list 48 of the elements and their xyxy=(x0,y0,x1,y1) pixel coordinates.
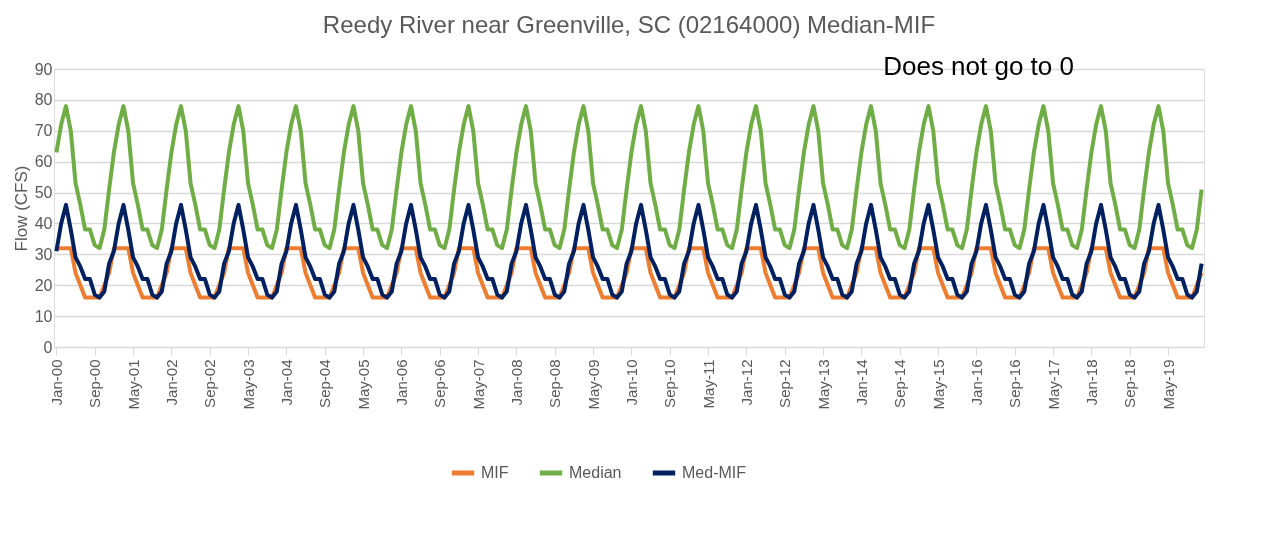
x-tick-label: Jan-06 xyxy=(392,359,410,406)
x-tick-label: Sep-06 xyxy=(431,359,449,408)
y-tick-label: 60 xyxy=(34,153,53,171)
annotation: Does not go to 0 xyxy=(883,51,1074,81)
legend-label: Median xyxy=(569,464,622,481)
x-tick-label: Sep-10 xyxy=(661,359,679,408)
x-tick-label: Jan-04 xyxy=(277,359,295,406)
chart-title: Reedy River near Greenville, SC (02164000) Median-MIF xyxy=(322,11,936,38)
y-tick-label: 20 xyxy=(34,276,53,294)
x-tick-label: Jan-16 xyxy=(967,359,985,406)
x-tick-label: Sep-14 xyxy=(891,359,909,408)
x-tick-label: Jan-18 xyxy=(1082,359,1100,406)
x-tick-label: Jan-10 xyxy=(622,359,640,406)
x-tick-label: Sep-16 xyxy=(1006,359,1024,408)
x-tick-label: Sep-00 xyxy=(86,359,104,408)
x-tick-label: Sep-04 xyxy=(316,359,334,408)
x-tick-label: May-05 xyxy=(354,359,372,410)
line-series xyxy=(54,104,1204,251)
x-tick-label: Jan-00 xyxy=(47,359,65,406)
x-tick-label: Jan-02 xyxy=(162,359,180,406)
x-tick-label: Sep-02 xyxy=(201,359,219,408)
legend-label: MIF xyxy=(481,464,509,481)
x-tick-label: May-17 xyxy=(1044,359,1062,410)
x-tick-label: May-13 xyxy=(814,359,832,410)
x-tick-label: Jan-14 xyxy=(852,359,870,406)
x-tick-label: May-09 xyxy=(584,359,602,410)
x-tick-label: Jan-12 xyxy=(737,359,755,406)
legend-label: Med-MIF xyxy=(682,464,747,481)
y-tick-label: 50 xyxy=(34,184,53,202)
y-tick-label: 10 xyxy=(34,307,53,325)
x-tick-label: May-19 xyxy=(1159,359,1177,410)
x-tick-label: May-15 xyxy=(929,359,947,410)
x-tick-label: Sep-08 xyxy=(546,359,564,408)
y-tick-label: 0 xyxy=(43,338,53,356)
x-tick-label: Sep-18 xyxy=(1121,359,1139,408)
y-tick-label: 40 xyxy=(34,214,53,232)
x-tick-label: May-03 xyxy=(239,359,257,410)
x-tick-label: May-11 xyxy=(699,359,717,409)
y-tick-label: 70 xyxy=(34,122,53,140)
y-axis-title: Flow (CFS) xyxy=(11,165,31,252)
x-tick-label: May-07 xyxy=(469,359,487,410)
y-tick-label: 90 xyxy=(34,60,53,78)
y-tick-label: 30 xyxy=(34,245,53,263)
x-tick-label: May-01 xyxy=(124,359,142,410)
y-tick-label: 80 xyxy=(34,91,53,109)
line-series xyxy=(54,202,1204,300)
x-tick-label: Jan-08 xyxy=(507,359,525,406)
x-tick-label: Sep-12 xyxy=(776,359,794,408)
